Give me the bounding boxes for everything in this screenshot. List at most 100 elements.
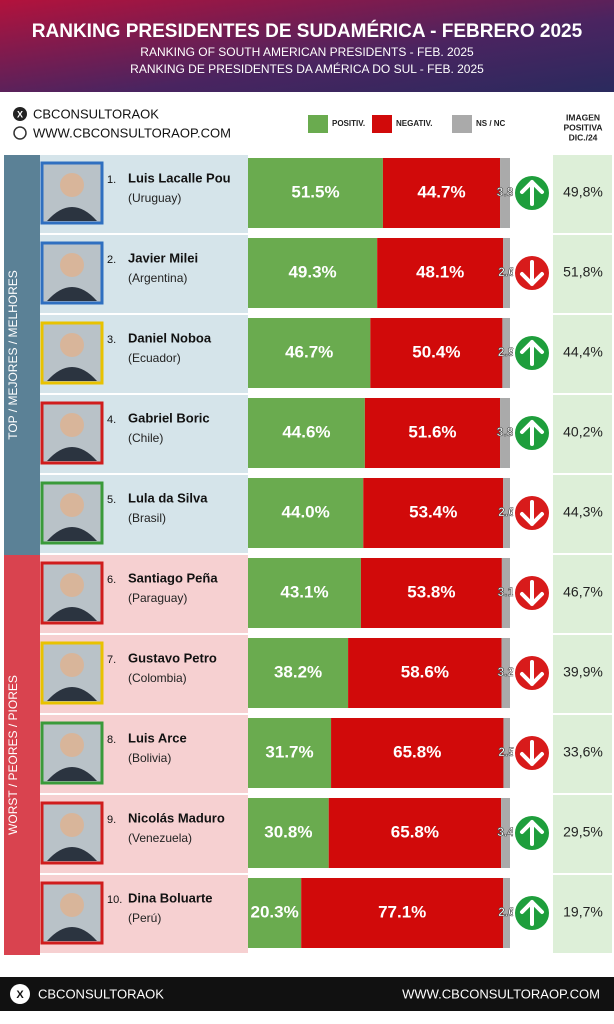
photo-head: [60, 333, 84, 357]
president-name: Javier Milei: [128, 250, 198, 265]
group-band: [4, 555, 40, 955]
bar-segment: [248, 558, 361, 628]
previous-cell: [553, 715, 612, 793]
value-label: 46.7%: [285, 342, 333, 361]
bar-segment: [377, 238, 504, 308]
x-icon: [10, 984, 30, 1004]
photo-head: [60, 733, 84, 757]
bar-segment: [502, 318, 510, 388]
previous-cell: [553, 155, 612, 233]
trend-arrow: [520, 180, 544, 206]
value-label: 44.6%: [282, 422, 330, 441]
rank: 4.: [107, 414, 116, 426]
rank: 8.: [107, 734, 116, 746]
previous-title: IMAGEN: [566, 112, 600, 122]
ns-label: 2.6: [498, 505, 515, 519]
rank: 10.: [107, 894, 122, 906]
rank: 2.: [107, 254, 116, 266]
president-name: Santiago Peña: [128, 570, 218, 585]
bar-segment: [301, 878, 504, 948]
value-label: 30.8%: [264, 822, 312, 841]
bar-segment: [501, 798, 510, 868]
group-label: TOP / MEJORES / MELHORES: [6, 270, 20, 440]
president-name: Luis Arce: [128, 730, 187, 745]
previous-value: 29,5%: [563, 824, 603, 840]
x-icon: [13, 107, 27, 121]
bar-segment: [248, 238, 378, 308]
rank: 5.: [107, 494, 116, 506]
trend-arrow: [520, 580, 544, 606]
bar-segment: [348, 638, 502, 708]
photo-body: [47, 287, 97, 301]
previous-cell: [553, 315, 612, 393]
previous-value: 46,7%: [563, 584, 603, 600]
bar-segment: [503, 878, 510, 948]
value-label: 51.5%: [291, 182, 339, 201]
ns-label: 3.2: [497, 665, 514, 679]
rank: 7.: [107, 654, 116, 666]
photo-body: [47, 447, 97, 461]
header-band: [0, 0, 614, 92]
rank: 9.: [107, 814, 116, 826]
value-label: 44.7%: [417, 182, 465, 201]
footer-website: WWW.CBCONSULTORAOP.COM: [402, 986, 600, 1001]
president-name: Dina Boluarte: [128, 890, 213, 905]
country: (Venezuela): [128, 831, 192, 845]
value-label: 44.0%: [282, 502, 330, 521]
photo-head: [60, 253, 84, 277]
bar-segment: [248, 878, 302, 948]
value-label: 49.3%: [288, 262, 336, 281]
previous-cell: [553, 795, 612, 873]
brand-handle: CBCONSULTORAOK: [33, 106, 159, 121]
bar-segment: [363, 478, 504, 548]
legend-swatch: [372, 115, 392, 133]
previous-value: 19,7%: [563, 904, 603, 920]
x-icon-glyph: X: [16, 989, 24, 1001]
legend-swatch: [308, 115, 328, 133]
bar-segment: [248, 318, 371, 388]
legend-label: NS / NC: [476, 119, 506, 128]
president-name: Daniel Noboa: [128, 330, 212, 345]
previous-value: 40,2%: [563, 424, 603, 440]
bar-segment: [503, 478, 510, 548]
value-label: 38.2%: [274, 662, 322, 681]
previous-cell: [553, 475, 612, 553]
trend-arrow: [520, 900, 544, 926]
ns-label: 2.6: [498, 265, 515, 279]
previous-cell: [553, 875, 612, 953]
ns-label: 3.4: [497, 825, 514, 839]
value-label: 51.6%: [408, 422, 456, 441]
photo-body: [47, 767, 97, 781]
ns-label: 3.8: [497, 185, 514, 199]
legend-swatch: [452, 115, 472, 133]
bar-segment: [503, 718, 510, 788]
photo-body: [47, 367, 97, 381]
photo-head: [60, 413, 84, 437]
country: (Bolivia): [128, 751, 171, 765]
photo-head: [60, 573, 84, 597]
country: (Argentina): [128, 271, 187, 285]
bar-segment: [503, 238, 510, 308]
ns-label: 2.5: [498, 745, 515, 759]
previous-title: POSITIVA: [563, 122, 602, 132]
previous-cell: [553, 235, 612, 313]
bar-segment: [360, 558, 502, 628]
bar-segment: [248, 798, 329, 868]
bar-segment: [248, 398, 365, 468]
bar-segment: [500, 398, 510, 468]
previous-cell: [553, 635, 612, 713]
bar-segment: [248, 638, 349, 708]
previous-value: 51,8%: [563, 264, 603, 280]
value-label: 53.8%: [407, 582, 455, 601]
bar-segment: [501, 558, 510, 628]
bar-segment: [382, 158, 501, 228]
web-icon: [13, 126, 27, 140]
value-label: 48.1%: [416, 262, 464, 281]
photo-head: [60, 173, 84, 197]
value-label: 65.8%: [391, 822, 439, 841]
legend-label: POSITIV.: [332, 119, 365, 128]
previous-cell: [553, 395, 612, 473]
trend-arrow: [520, 820, 544, 846]
